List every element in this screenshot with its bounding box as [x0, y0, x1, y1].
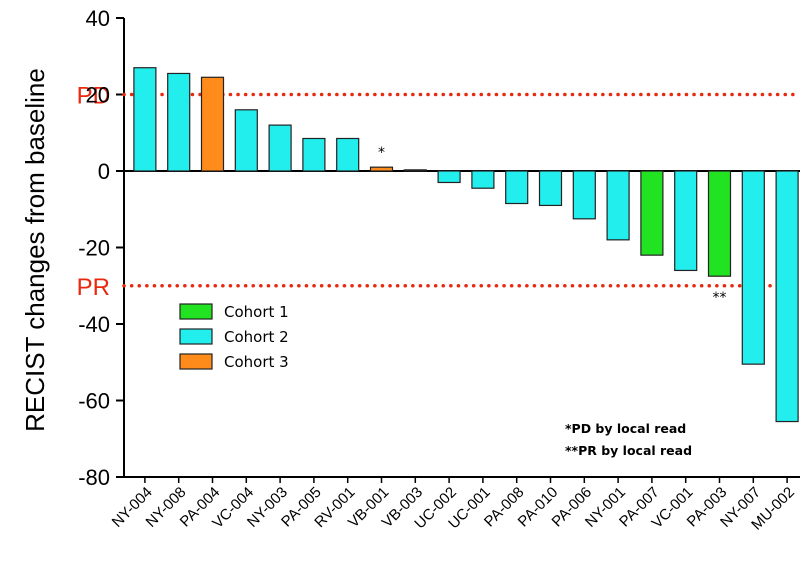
- bar-pa-010: [538, 170, 563, 207]
- bar-vc-001: [674, 170, 698, 272]
- bar-marker: *: [378, 145, 385, 161]
- bar-uc-001: [471, 170, 495, 189]
- y-tick-label: 40: [86, 6, 110, 31]
- bar-ny-001: [606, 170, 630, 241]
- footnote: *PD by local read: [565, 421, 686, 436]
- bars: [133, 67, 799, 423]
- bar-pa-007: [640, 170, 664, 256]
- bar-ny-008: [167, 72, 191, 172]
- footnote: **PR by local read: [565, 443, 692, 458]
- bar-marker: **: [713, 290, 727, 306]
- bar-pa-004: [200, 76, 225, 172]
- bar-vb-003: [403, 169, 427, 172]
- reference-label-pr: PR: [77, 274, 110, 301]
- bar-ny-007: [741, 170, 765, 365]
- legend-swatch: [179, 328, 213, 345]
- y-tick-labels: 40 20 0 -20 -40 -60 -80: [78, 6, 110, 490]
- legend-label: Cohort 3: [224, 353, 289, 371]
- bar-pa-005: [302, 137, 326, 172]
- bar-mu-002: [775, 170, 799, 423]
- legend-label: Cohort 1: [224, 303, 289, 321]
- y-tick-label: -80: [78, 465, 110, 490]
- y-tick-label: -20: [78, 236, 110, 261]
- legend-label: Cohort 2: [224, 328, 289, 346]
- bar-pa-003: [707, 170, 732, 277]
- bar-pa-008: [505, 170, 529, 205]
- bar-ny-003: [268, 124, 292, 172]
- bar-uc-002: [437, 170, 461, 184]
- y-tick-label: -60: [78, 389, 110, 414]
- bar-rv-001: [336, 137, 360, 172]
- legend-swatch: [179, 353, 213, 370]
- x-tick-labels: NY-004NY-008PA-004VC-004NY-003PA-005RV-0…: [109, 484, 798, 534]
- y-tick-label: 0: [98, 159, 110, 184]
- bar-ny-004: [133, 67, 157, 172]
- reference-lines: PD PR: [77, 83, 802, 301]
- bar-pa-006: [572, 170, 596, 220]
- y-tick-label: -40: [78, 312, 110, 337]
- bar-vb-001: [369, 166, 394, 172]
- reference-label-pd: PD: [77, 83, 110, 110]
- notes: *PD by local read **PR by local read: [565, 421, 692, 458]
- y-tick-label: 20: [86, 83, 110, 108]
- y-axis-label: RECIST changes from baseline: [20, 68, 50, 432]
- bar-vc-004: [234, 109, 258, 172]
- legend-swatch: [179, 303, 213, 320]
- legend: Cohort 1 Cohort 2 Cohort 3: [179, 303, 289, 371]
- bar-markers: ***: [378, 145, 727, 306]
